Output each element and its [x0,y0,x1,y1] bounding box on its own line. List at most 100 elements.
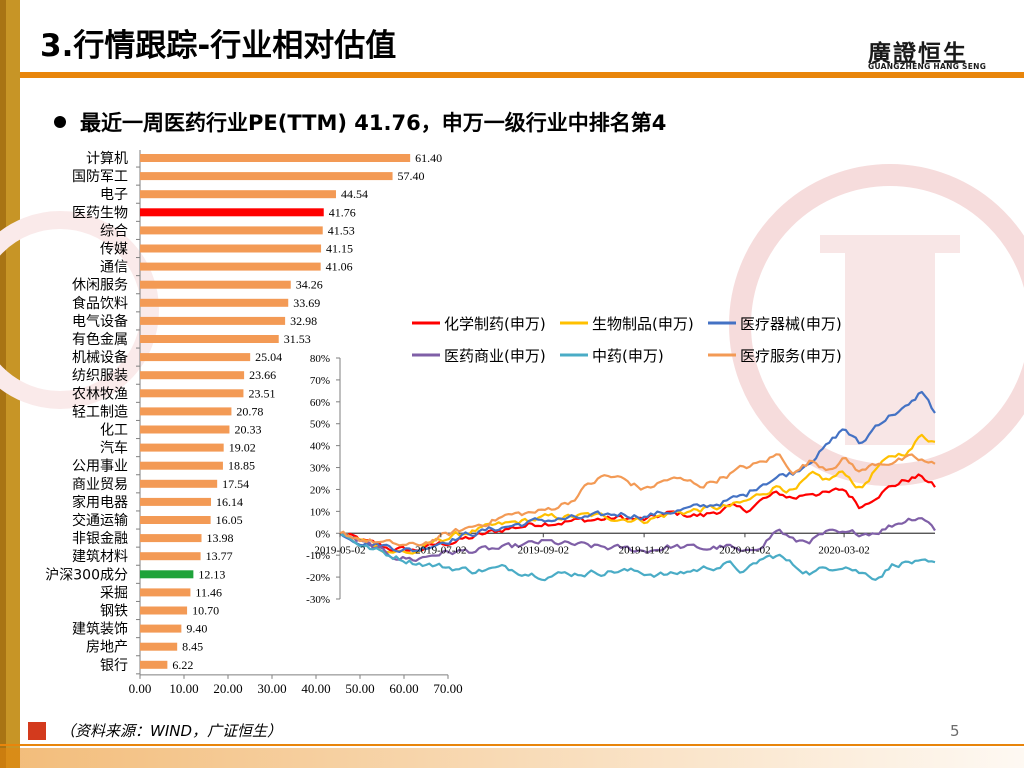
bar-建筑装饰 [140,624,182,633]
headline-bullet: 最近一周医药行业PE(TTM) 41.76，申万一级行业中排名第4 [54,107,666,137]
page-number: 5 [950,722,960,740]
date-tick-label: 2019-05-02 [314,544,365,556]
bar-采掘 [140,588,191,597]
company-logo-subtitle: GUANGZHENG HANG SENG [868,62,987,71]
legend-label: 中药(申万) [592,347,664,365]
x-tick-label: 10.00 [169,681,198,696]
bar-休闲服务 [140,280,291,289]
y-tick-label: -10% [306,550,330,562]
y-tick-label: -30% [306,594,330,606]
category-label: 化工 [100,423,128,439]
category-label: 汽车 [100,440,128,457]
series-line-3 [339,390,936,554]
footer-band [0,748,1024,768]
value-label: 18.85 [228,459,255,473]
footer-square-icon [28,722,46,740]
x-tick-label: 30.00 [257,681,286,696]
legend-label: 医药商业(申万) [444,347,546,365]
value-label: 8.45 [182,640,203,654]
bar-医药生物 [140,208,324,217]
category-label: 建筑材料 [72,549,128,565]
bar-通信 [140,262,321,271]
value-label: 17.54 [222,477,249,491]
category-label: 休闲服务 [72,278,128,294]
bar-计算机 [140,154,411,162]
date-tick-label: 2019-11-02 [619,544,670,556]
legend-label: 医疗服务(申万) [740,347,842,365]
category-label: 非银金融 [72,531,128,547]
category-label: 有色金属 [72,331,128,348]
y-tick-label: 60% [310,397,330,409]
category-label: 通信 [100,260,128,276]
value-label: 16.14 [216,495,243,509]
value-label: 13.98 [207,531,234,545]
legend-label: 生物制品(申万) [592,315,694,333]
category-label: 轻工制造 [72,404,128,420]
x-tick-label: 0.00 [129,681,152,696]
bar-农林牧渔 [140,389,244,398]
bar-银行 [140,660,168,669]
legend-label: 医疗器械(申万) [740,315,842,333]
y-tick-label: 40% [310,441,330,453]
date-tick-label: 2020-03-02 [818,544,869,556]
category-label: 钢铁 [100,604,128,620]
value-label: 31.53 [284,332,311,346]
header-rule [20,72,1024,78]
bar-汽车 [140,443,224,452]
category-label: 食品饮料 [72,295,128,312]
y-tick-label: 50% [310,419,330,431]
category-label: 农林牧渔 [72,386,128,402]
series-line-2 [339,433,936,555]
value-label: 10.70 [192,604,219,618]
value-label: 16.05 [216,513,243,527]
data-source-note: （资料来源：WIND，广证恒生） [60,722,283,740]
bar-传媒 [140,244,322,253]
value-label: 34.26 [296,278,323,292]
series-line-5 [339,532,936,582]
bar-食品饮料 [140,298,289,307]
bar-综合 [140,226,323,235]
category-label: 采掘 [100,585,128,601]
value-label: 44.54 [341,187,368,201]
bullet-dot-icon [54,116,66,128]
category-label: 计算机 [86,151,128,167]
bar-纺织服装 [140,371,245,380]
bar-化工 [140,425,230,434]
value-label: 20.33 [234,423,261,437]
y-tick-label: 80% [310,353,330,365]
x-tick-label: 20.00 [213,681,242,696]
bar-商业贸易 [140,479,218,488]
bar-建筑材料 [140,552,201,561]
category-label: 沪深300成分 [45,567,128,583]
watermark-logo-icon [0,164,1024,486]
bar-非银金融 [140,534,202,543]
industry-pe-bar-chart: 计算机 61.40 国防军工 57.40 电子 44.54 医药生物 41.76 综合 41.53… [45,150,463,696]
bar-机械设备 [140,353,251,362]
category-label: 交通运输 [72,512,128,529]
value-label: 41.06 [326,260,353,274]
date-tick-label: 2019-07-02 [415,544,466,556]
bar-有色金属 [140,335,279,343]
company-logo: 廣證恒生 [868,41,968,67]
series-line-4 [339,517,936,563]
bar-公用事业 [140,461,223,470]
value-label: 13.77 [206,549,233,563]
value-label: 41.53 [328,223,355,237]
sector-relative-return-line-chart: 80% 70% 60% 50% 40% 30% 20% 10% 0% -10% -20% -30% 20… [306,315,936,606]
category-label: 房地产 [86,640,128,656]
category-label: 纺织服装 [72,368,128,384]
y-tick-label: 0% [315,528,330,540]
date-tick-label: 2020-01-02 [719,544,770,556]
footer-rule [0,744,1024,746]
value-label: 32.98 [290,314,317,328]
bar-钢铁 [140,606,188,615]
value-label: 23.66 [249,368,276,382]
bar-交通运输 [140,516,211,524]
value-label: 61.40 [415,151,442,165]
y-tick-label: 30% [310,463,330,475]
category-label: 银行 [100,658,128,674]
bar-轻工制造 [140,407,232,416]
value-label: 20.78 [236,404,263,418]
legend-label: 化学制药(申万) [444,315,546,333]
